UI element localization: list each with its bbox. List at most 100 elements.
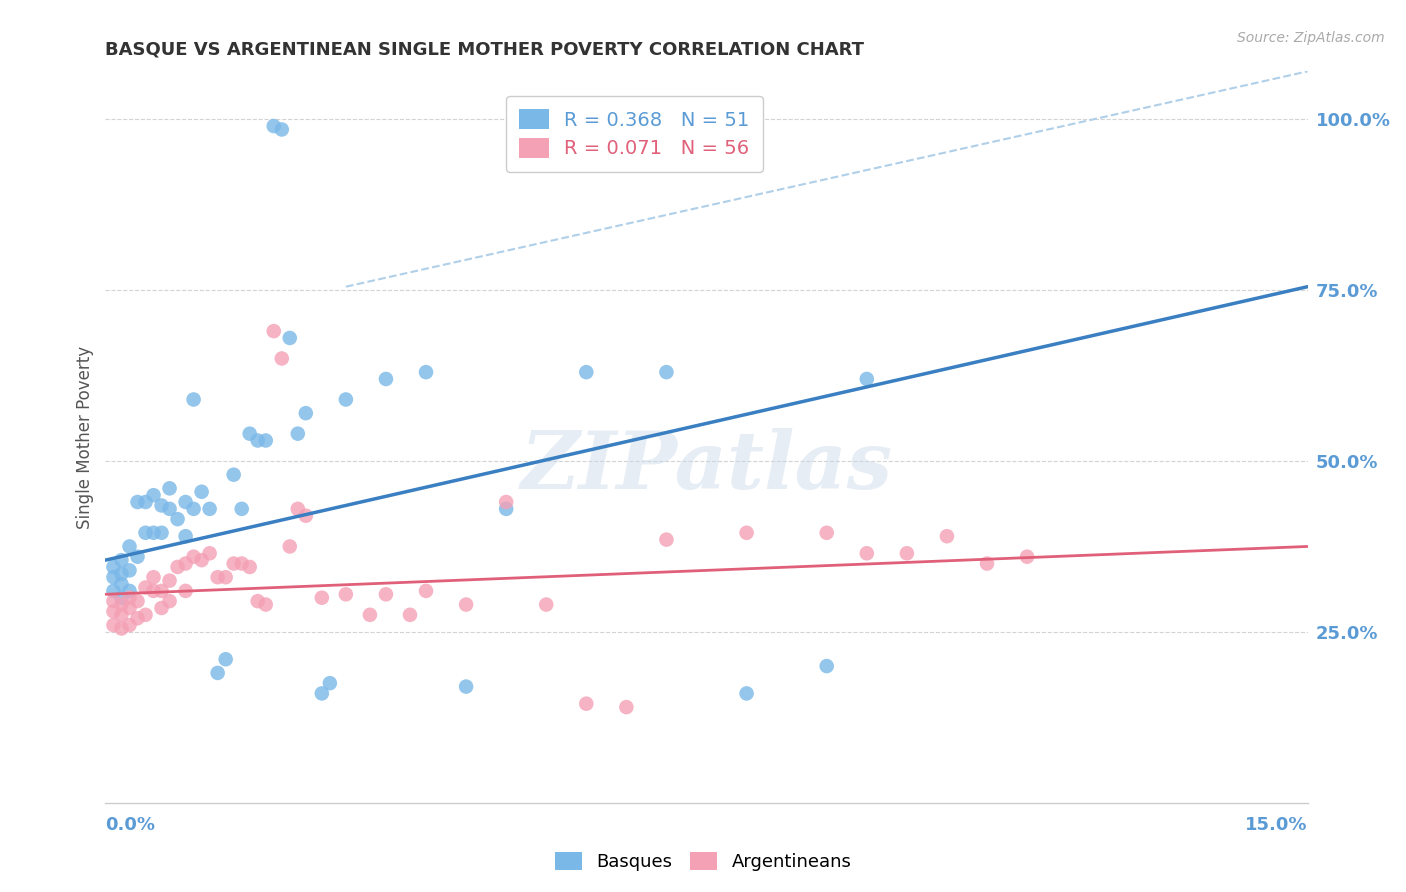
- Point: [495, 501, 517, 516]
- Point: [454, 598, 477, 612]
- Point: [374, 372, 398, 386]
- Point: [575, 697, 598, 711]
- Point: [575, 365, 598, 379]
- Point: [127, 594, 149, 608]
- Point: [103, 560, 125, 574]
- Point: [263, 324, 285, 338]
- Point: [110, 553, 132, 567]
- Point: [110, 566, 132, 581]
- Point: [166, 512, 188, 526]
- Point: [254, 434, 277, 448]
- Point: [190, 484, 212, 499]
- Point: [159, 574, 181, 588]
- Point: [815, 659, 838, 673]
- Point: [278, 540, 301, 554]
- Point: [415, 583, 437, 598]
- Point: [166, 560, 188, 574]
- Point: [335, 392, 357, 407]
- Point: [118, 583, 141, 598]
- Point: [110, 591, 132, 605]
- Point: [118, 601, 141, 615]
- Point: [198, 546, 221, 560]
- Point: [295, 406, 318, 420]
- Point: [127, 495, 149, 509]
- Point: [976, 557, 998, 571]
- Point: [135, 525, 157, 540]
- Point: [214, 570, 236, 584]
- Point: [655, 365, 678, 379]
- Point: [103, 604, 125, 618]
- Point: [142, 525, 165, 540]
- Point: [278, 331, 301, 345]
- Point: [246, 434, 269, 448]
- Text: 15.0%: 15.0%: [1246, 816, 1308, 834]
- Point: [222, 557, 245, 571]
- Point: [231, 501, 253, 516]
- Point: [103, 618, 125, 632]
- Point: [399, 607, 422, 622]
- Text: ZIPatlas: ZIPatlas: [520, 427, 893, 505]
- Point: [142, 570, 165, 584]
- Point: [495, 495, 517, 509]
- Point: [110, 622, 132, 636]
- Point: [295, 508, 318, 523]
- Point: [142, 583, 165, 598]
- Point: [118, 563, 141, 577]
- Point: [118, 618, 141, 632]
- Point: [222, 467, 245, 482]
- Point: [150, 601, 173, 615]
- Point: [198, 501, 221, 516]
- Y-axis label: Single Mother Poverty: Single Mother Poverty: [76, 345, 94, 529]
- Point: [142, 488, 165, 502]
- Point: [415, 365, 437, 379]
- Point: [159, 481, 181, 495]
- Point: [110, 607, 132, 622]
- Point: [174, 583, 197, 598]
- Point: [374, 587, 398, 601]
- Point: [735, 525, 758, 540]
- Point: [174, 495, 197, 509]
- Point: [254, 598, 277, 612]
- Point: [135, 581, 157, 595]
- Point: [183, 549, 205, 564]
- Point: [815, 525, 838, 540]
- Point: [174, 529, 197, 543]
- Text: Source: ZipAtlas.com: Source: ZipAtlas.com: [1237, 31, 1385, 45]
- Point: [118, 540, 141, 554]
- Point: [127, 611, 149, 625]
- Point: [287, 501, 309, 516]
- Text: BASQUE VS ARGENTINEAN SINGLE MOTHER POVERTY CORRELATION CHART: BASQUE VS ARGENTINEAN SINGLE MOTHER POVE…: [105, 41, 865, 59]
- Point: [159, 594, 181, 608]
- Point: [207, 665, 229, 680]
- Point: [110, 598, 132, 612]
- Point: [103, 570, 125, 584]
- Point: [190, 553, 212, 567]
- Point: [454, 680, 477, 694]
- Point: [239, 426, 262, 441]
- Point: [263, 119, 285, 133]
- Point: [159, 501, 181, 516]
- Point: [287, 426, 309, 441]
- Point: [311, 591, 333, 605]
- Point: [896, 546, 918, 560]
- Point: [183, 501, 205, 516]
- Point: [183, 392, 205, 407]
- Point: [311, 686, 333, 700]
- Point: [855, 546, 877, 560]
- Point: [246, 594, 269, 608]
- Point: [735, 686, 758, 700]
- Point: [855, 372, 877, 386]
- Point: [1017, 549, 1039, 564]
- Point: [135, 495, 157, 509]
- Legend: R = 0.368   N = 51, R = 0.071   N = 56: R = 0.368 N = 51, R = 0.071 N = 56: [506, 95, 763, 172]
- Point: [150, 583, 173, 598]
- Point: [110, 577, 132, 591]
- Point: [118, 591, 141, 605]
- Point: [231, 557, 253, 571]
- Point: [239, 560, 262, 574]
- Point: [135, 607, 157, 622]
- Point: [103, 594, 125, 608]
- Point: [319, 676, 342, 690]
- Point: [270, 351, 292, 366]
- Point: [616, 700, 638, 714]
